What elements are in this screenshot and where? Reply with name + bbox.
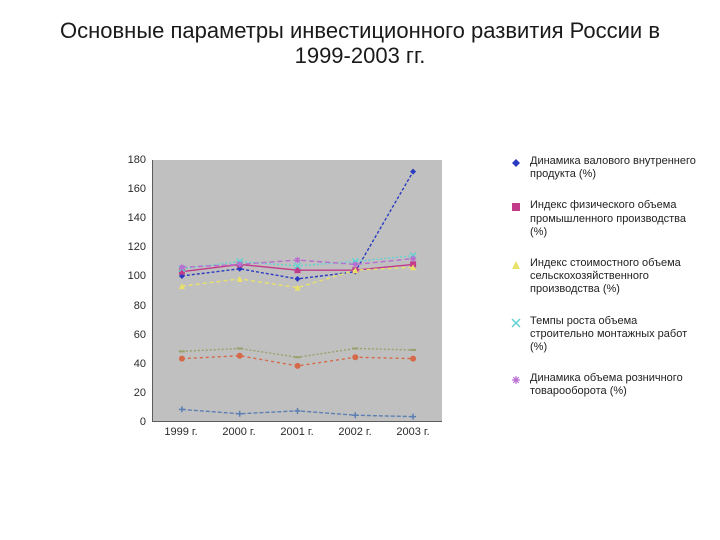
y-tick-label: 20 bbox=[134, 387, 146, 399]
y-tick-label: 40 bbox=[134, 358, 146, 370]
series-marker bbox=[295, 257, 301, 263]
y-tick-label: 120 bbox=[128, 241, 146, 253]
legend-item: Темпы роста объема строительно монтажных… bbox=[510, 315, 700, 355]
series-marker bbox=[295, 276, 301, 282]
y-tick-label: 80 bbox=[134, 300, 146, 312]
y-tick-label: 100 bbox=[128, 270, 146, 282]
y-tick-label: 60 bbox=[134, 329, 146, 341]
series-marker bbox=[410, 414, 416, 420]
x-tick-label: 1999 г. bbox=[164, 426, 197, 438]
plot-area bbox=[152, 160, 442, 422]
legend-item: Индекс физического объема промышленного … bbox=[510, 199, 700, 239]
legend-marker-icon bbox=[510, 157, 522, 169]
legend-marker-icon bbox=[510, 201, 522, 213]
x-axis: 1999 г. 2000 г. 2001 г. 2002 г. 2003 г. bbox=[152, 422, 442, 446]
series-marker bbox=[179, 356, 185, 362]
legend-label: Динамика валового внутреннего продукта (… bbox=[530, 155, 700, 181]
series-marker bbox=[410, 356, 416, 362]
series-marker bbox=[295, 408, 301, 414]
page-title: Основные параметры инвестиционного разви… bbox=[0, 0, 720, 75]
series-marker bbox=[237, 411, 243, 417]
chart-svg bbox=[153, 160, 442, 421]
legend-marker-icon bbox=[510, 317, 522, 329]
y-tick-label: 0 bbox=[140, 416, 146, 428]
series-marker bbox=[352, 412, 358, 418]
series-marker bbox=[237, 353, 243, 359]
series-marker bbox=[410, 256, 416, 262]
legend-label: Индекс физического объема промышленного … bbox=[530, 199, 700, 239]
x-tick-label: 2003 г. bbox=[396, 426, 429, 438]
y-tick-label: 140 bbox=[128, 212, 146, 224]
x-tick-label: 2000 г. bbox=[222, 426, 255, 438]
legend-label: Динамика объема розничного товарооборота… bbox=[530, 372, 700, 398]
series-marker bbox=[352, 261, 358, 267]
legend: Динамика валового внутреннего продукта (… bbox=[510, 155, 700, 416]
x-tick-label: 2001 г. bbox=[280, 426, 313, 438]
legend-item: Динамика валового внутреннего продукта (… bbox=[510, 155, 700, 181]
series-marker bbox=[410, 169, 416, 175]
y-axis: 020406080100120140160180 bbox=[110, 160, 152, 422]
series-marker bbox=[352, 354, 358, 360]
series-line bbox=[182, 348, 413, 357]
y-tick-label: 180 bbox=[128, 154, 146, 166]
x-tick-label: 2002 г. bbox=[338, 426, 371, 438]
legend-label: Темпы роста объема строительно монтажных… bbox=[530, 315, 700, 355]
series-marker bbox=[179, 264, 185, 270]
series-marker bbox=[295, 363, 301, 369]
y-tick-label: 160 bbox=[128, 183, 146, 195]
series-marker bbox=[179, 406, 185, 412]
legend-label: Индекс стоимостного объема сельскохозяйс… bbox=[530, 257, 700, 297]
legend-marker-icon bbox=[510, 259, 522, 271]
legend-marker-icon bbox=[510, 374, 522, 386]
legend-item: Динамика объема розничного товарооборота… bbox=[510, 372, 700, 398]
legend-item: Индекс стоимостного объема сельскохозяйс… bbox=[510, 257, 700, 297]
